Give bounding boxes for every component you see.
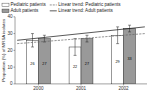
legend: Pediatric patientsAdult patients Linear t… (2, 2, 121, 13)
chart: Pediatric patientsAdult patients Linear t… (0, 0, 150, 92)
legend-swatch (2, 9, 9, 13)
bar (124, 29, 136, 84)
axes: 0 10 20 30 40 2000 2001 2002 (7, 14, 147, 91)
data-label: 33 (127, 57, 131, 61)
y-tick-label: 40 (7, 14, 13, 19)
legend-line (50, 10, 57, 11)
bar (38, 39, 50, 84)
legend-swatch (2, 3, 9, 7)
x-tick-label: 2000 (33, 86, 44, 91)
legend-label: Pediatric patients (11, 2, 47, 7)
error-bar (43, 35, 46, 42)
marks (17, 25, 145, 84)
data-labels: 26 22 29 27 27 33 (30, 57, 131, 69)
y-tick-label: 10 (7, 65, 13, 70)
error-bar (74, 39, 77, 56)
error-bar (31, 34, 34, 47)
data-label: 29 (116, 60, 120, 64)
legend-label: Linear trend: Adult patients (58, 8, 113, 13)
data-label: 27 (85, 62, 89, 66)
bar (81, 39, 93, 84)
x-tick-label: 2001 (76, 86, 87, 91)
legend-line (50, 4, 57, 5)
y-axis-label: Proportion (%) of MRSA isolates (1, 18, 6, 82)
y-tick-label: 30 (7, 31, 13, 36)
y-axis-line (15, 17, 16, 84)
data-label: 26 (30, 62, 34, 66)
y-tick-label: 0 (10, 81, 13, 86)
data-label: 22 (73, 65, 77, 69)
legend-label: Adult patients (11, 8, 40, 13)
trend-line (17, 27, 145, 40)
error-bar (85, 35, 88, 42)
x-tick-label: 2002 (118, 86, 129, 91)
data-label: 27 (42, 62, 46, 66)
legend-label: Linear trend: Pediatric patients (58, 2, 121, 7)
y-tick-label: 20 (7, 48, 13, 53)
